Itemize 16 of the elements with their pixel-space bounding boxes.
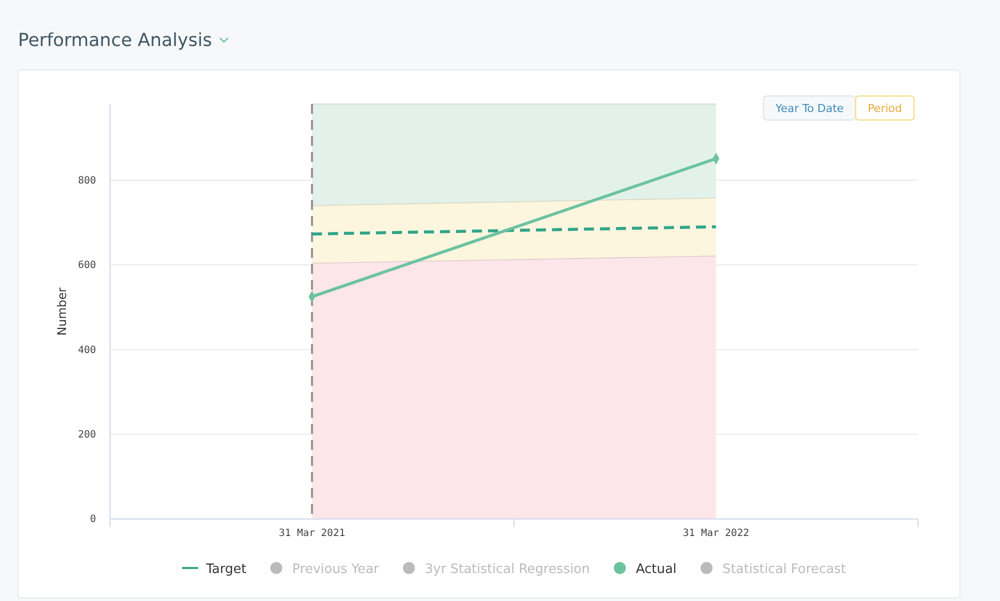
y-tick-label: 600 [78,260,96,272]
legend-label: Previous Year [292,562,380,577]
x-tick-label: 31 Mar 2022 [682,528,750,540]
legend-label: 3yr Statistical Regression [424,562,590,577]
legend-label: Actual [636,562,677,577]
annotation: Year To Date [774,102,844,115]
chart-title: Performance Analysis [18,30,212,51]
y-tick-label: 400 [78,344,96,356]
y-axis-title: Number [55,287,69,336]
legend-label: Target [205,562,246,577]
legend-label: Statistical Forecast [722,562,846,577]
y-tick-label: 0 [90,514,96,526]
y-tick-label: 800 [78,175,96,186]
y-tick-label: 200 [78,430,96,441]
x-tick-label: 31 Mar 2021 [278,528,346,540]
annotation: Period [868,102,902,115]
